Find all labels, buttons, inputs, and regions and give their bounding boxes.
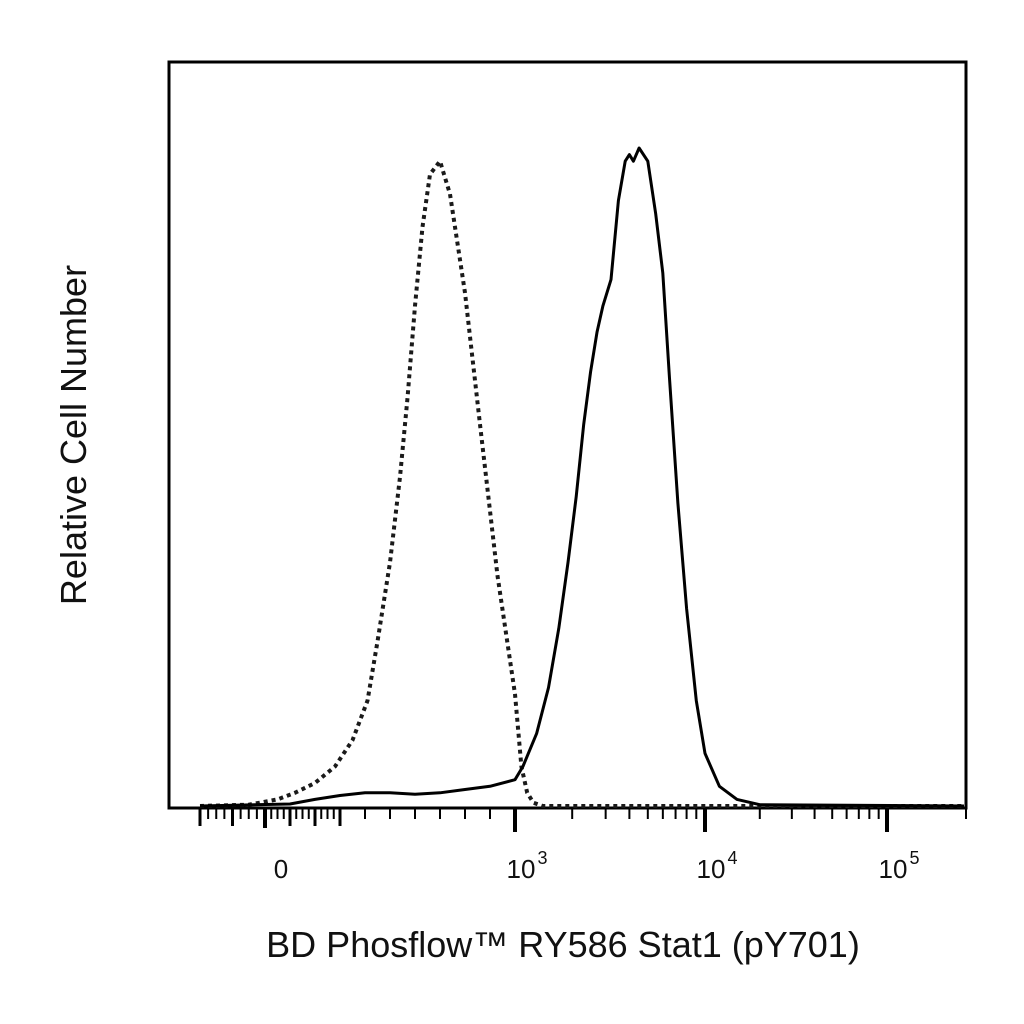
series-line-dotted <box>199 159 964 808</box>
x-axis-tick-labels: 0 10 3 10 4 10 5 <box>274 848 920 884</box>
series-layer <box>199 146 965 808</box>
x-tick-label: 10 4 <box>697 848 738 884</box>
x-tick-label: 0 <box>274 854 288 884</box>
x-tick-label: 10 3 <box>507 848 548 884</box>
y-axis-title: Relative Cell Number <box>53 265 94 605</box>
x-tick-label: 10 5 <box>879 848 920 884</box>
plot-frame <box>167 60 968 810</box>
x-axis-ticks <box>198 808 967 832</box>
series-line-solid <box>199 146 965 808</box>
x-axis-title: BD Phosflow™ RY586 Stat1 (pY701) <box>266 924 860 965</box>
